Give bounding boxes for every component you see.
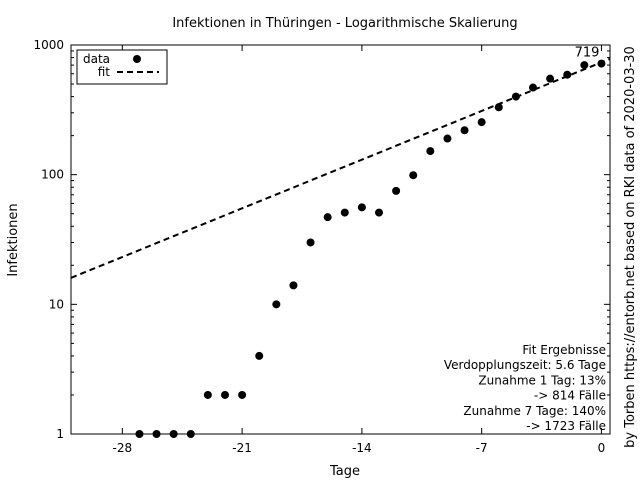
data-point [289, 281, 298, 290]
data-point [443, 134, 452, 143]
last-value-label: 719 [575, 46, 600, 61]
y-tick-label: 1000 [33, 38, 64, 52]
data-point [186, 430, 195, 438]
data-point [511, 92, 520, 101]
data-point [392, 186, 401, 195]
data-point [426, 147, 435, 156]
x-tick-label: -14 [352, 441, 372, 455]
data-point [529, 83, 537, 92]
data-point [135, 430, 144, 438]
x-axis-label: Tage [329, 464, 360, 479]
legend-label-data: data [83, 52, 110, 66]
data-point [323, 213, 332, 222]
y-axis-label: Infektionen [6, 203, 21, 276]
data-point [306, 238, 315, 247]
x-tick-label: -21 [232, 441, 252, 455]
data-point [494, 103, 503, 112]
fit-result-line: Verdopplungszeit: 5.6 Tage [444, 358, 606, 372]
y-tick-label: 100 [41, 168, 64, 182]
data-point [169, 430, 178, 438]
data-point [357, 203, 366, 212]
x-tick-label: -28 [113, 441, 133, 455]
fit-result-line: Fit Ergebnisse [522, 343, 606, 357]
data-point [340, 208, 349, 217]
x-tick-label: -7 [476, 441, 488, 455]
data-point [546, 74, 555, 83]
data-point [460, 126, 469, 135]
data-point [203, 390, 212, 399]
fit-result-line: -> 814 Fälle [534, 389, 606, 403]
data-point [580, 61, 589, 70]
data-point [255, 351, 264, 360]
fit-line [70, 57, 611, 279]
plot-frame [70, 44, 611, 435]
legend-box [76, 49, 168, 85]
legend-label-fit: fit [98, 65, 111, 79]
y-tick-label: 1 [56, 427, 64, 441]
x-tick-label: 0 [598, 441, 606, 455]
data-point [272, 300, 281, 309]
data-point [152, 430, 161, 438]
data-point [597, 59, 606, 68]
data-point [221, 390, 229, 399]
data-point [477, 118, 486, 127]
legend-marker-data [133, 55, 141, 63]
data-point [563, 70, 572, 79]
data-point [409, 171, 418, 180]
fit-result-line: -> 1723 Fälle [526, 419, 606, 433]
data-point [238, 390, 247, 399]
chart-title: Infektionen in Thüringen - Logarithmisch… [172, 16, 517, 31]
y-tick-label: 10 [49, 297, 64, 311]
fit-result-line: Zunahme 1 Tag: 13% [478, 373, 606, 387]
fit-result-line: Zunahme 7 Tage: 140% [463, 404, 606, 418]
source-label: by Torben https://entorb.net based on RK… [623, 46, 638, 448]
data-point [375, 208, 383, 217]
